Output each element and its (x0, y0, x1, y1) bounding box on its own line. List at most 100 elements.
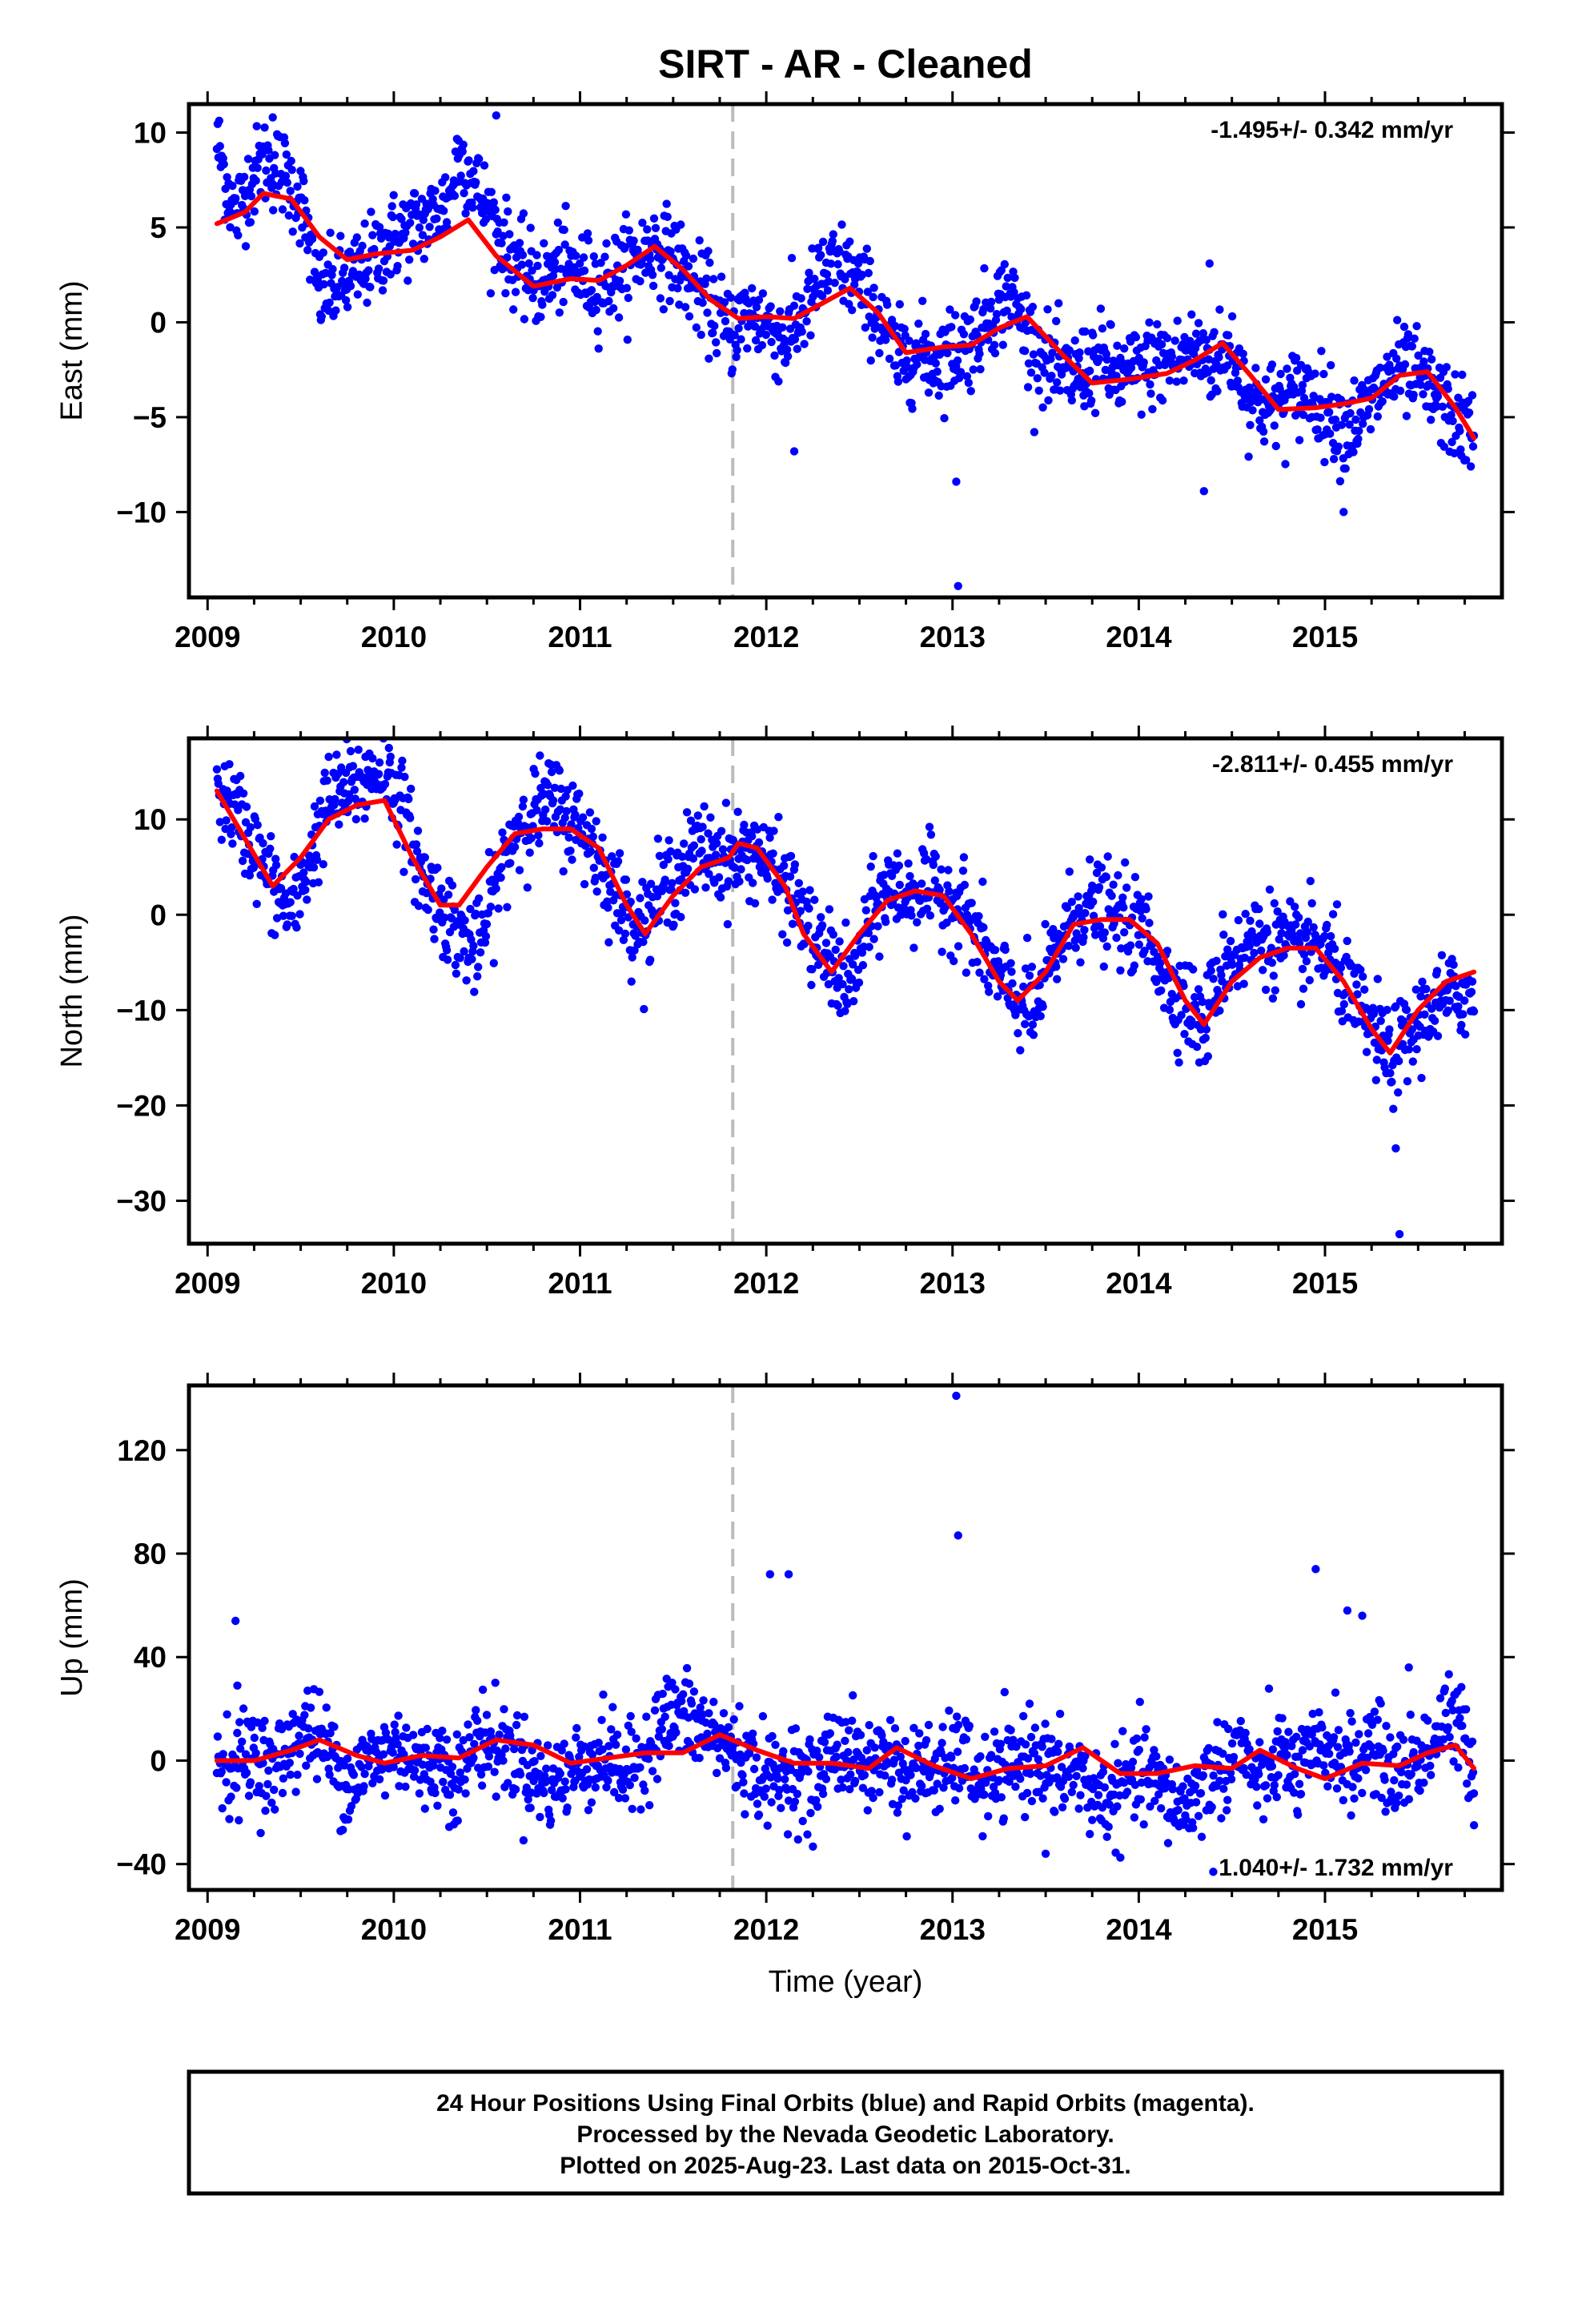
data-point (1295, 436, 1304, 444)
data-point (559, 866, 568, 876)
data-point (648, 271, 657, 279)
data-point (1417, 1073, 1426, 1083)
data-point (758, 289, 768, 298)
data-point (1102, 872, 1111, 882)
data-point (1140, 1733, 1149, 1742)
data-point (1027, 963, 1037, 971)
east-panel: 2009 2010 2011 2012 2013 2014 2015−10−50510Eas… (55, 91, 1515, 653)
data-point (869, 851, 877, 861)
data-point (1050, 1807, 1059, 1816)
data-point (1065, 867, 1074, 876)
data-point (845, 1785, 854, 1794)
data-point (705, 870, 713, 879)
data-point (1207, 376, 1215, 385)
data-point (661, 875, 669, 884)
data-point (848, 1716, 857, 1725)
data-point (387, 202, 396, 211)
data-point (1157, 1803, 1166, 1813)
data-point (833, 259, 842, 269)
data-point (881, 336, 890, 344)
data-point (1362, 1047, 1371, 1056)
data-point (993, 992, 1002, 1001)
data-point (700, 802, 709, 811)
data-point (598, 1745, 607, 1754)
data-point (1053, 975, 1062, 983)
data-point (1246, 916, 1255, 926)
data-point (1212, 956, 1221, 966)
data-point (1259, 437, 1269, 446)
data-point (380, 779, 390, 789)
data-point (1209, 975, 1218, 983)
data-point (781, 358, 790, 368)
data-point (1002, 306, 1011, 316)
data-point (885, 354, 894, 364)
data-point (1354, 1774, 1363, 1783)
data-point (782, 938, 792, 947)
data-point (350, 786, 359, 794)
data-point (1226, 936, 1235, 946)
data-point (1202, 336, 1211, 344)
data-point (1296, 1790, 1306, 1799)
data-point (1086, 1830, 1094, 1839)
data-point (388, 1748, 397, 1757)
data-point (563, 1803, 572, 1812)
data-point (511, 287, 520, 296)
data-point (1462, 456, 1471, 464)
data-point (351, 814, 360, 824)
data-point (735, 1702, 744, 1711)
data-point (887, 1775, 897, 1784)
data-point (484, 847, 494, 857)
data-point (239, 172, 249, 182)
data-point (861, 906, 871, 915)
data-point (1136, 1795, 1146, 1804)
data-point (410, 1766, 420, 1775)
data-point (1146, 1802, 1154, 1811)
data-point (697, 834, 705, 844)
data-point (222, 816, 231, 825)
data-point (415, 1789, 424, 1798)
data-point (664, 854, 673, 864)
data-point (1419, 357, 1428, 366)
data-point (933, 1779, 942, 1788)
data-point (543, 817, 552, 826)
data-point (256, 1828, 265, 1838)
data-point (1325, 408, 1334, 416)
data-point (302, 877, 311, 887)
data-point (1267, 360, 1277, 369)
data-point (1273, 1727, 1282, 1736)
data-point (718, 845, 728, 854)
data-point (333, 283, 342, 292)
data-point (1026, 1732, 1036, 1742)
data-point (1355, 426, 1363, 436)
data-point (896, 1752, 905, 1761)
data-point (491, 1679, 500, 1687)
data-point (476, 948, 485, 957)
data-point (751, 336, 761, 345)
data-point (1443, 1723, 1452, 1732)
data-point (1255, 416, 1264, 425)
data-point (1092, 868, 1102, 878)
data-point (739, 1778, 748, 1787)
data-point (621, 875, 631, 884)
data-point (406, 814, 415, 822)
data-point (705, 354, 713, 363)
data-point (904, 859, 913, 868)
data-point (482, 1711, 492, 1719)
data-point (461, 209, 470, 218)
data-point (312, 1775, 322, 1783)
data-point (1324, 948, 1333, 957)
data-point (548, 291, 557, 300)
data-point (353, 290, 362, 299)
data-point (530, 1757, 539, 1766)
data-point (1450, 448, 1459, 458)
figure-title: SIRT - AR - Cleaned (658, 42, 1033, 86)
data-point (841, 1007, 849, 1015)
data-point (251, 176, 260, 185)
data-point (829, 930, 838, 939)
data-point (319, 860, 327, 869)
data-point (1269, 971, 1279, 980)
data-point (1264, 1684, 1274, 1693)
data-point (561, 792, 570, 801)
y-tick-label: −30 (116, 1184, 167, 1217)
data-point (768, 1731, 777, 1741)
